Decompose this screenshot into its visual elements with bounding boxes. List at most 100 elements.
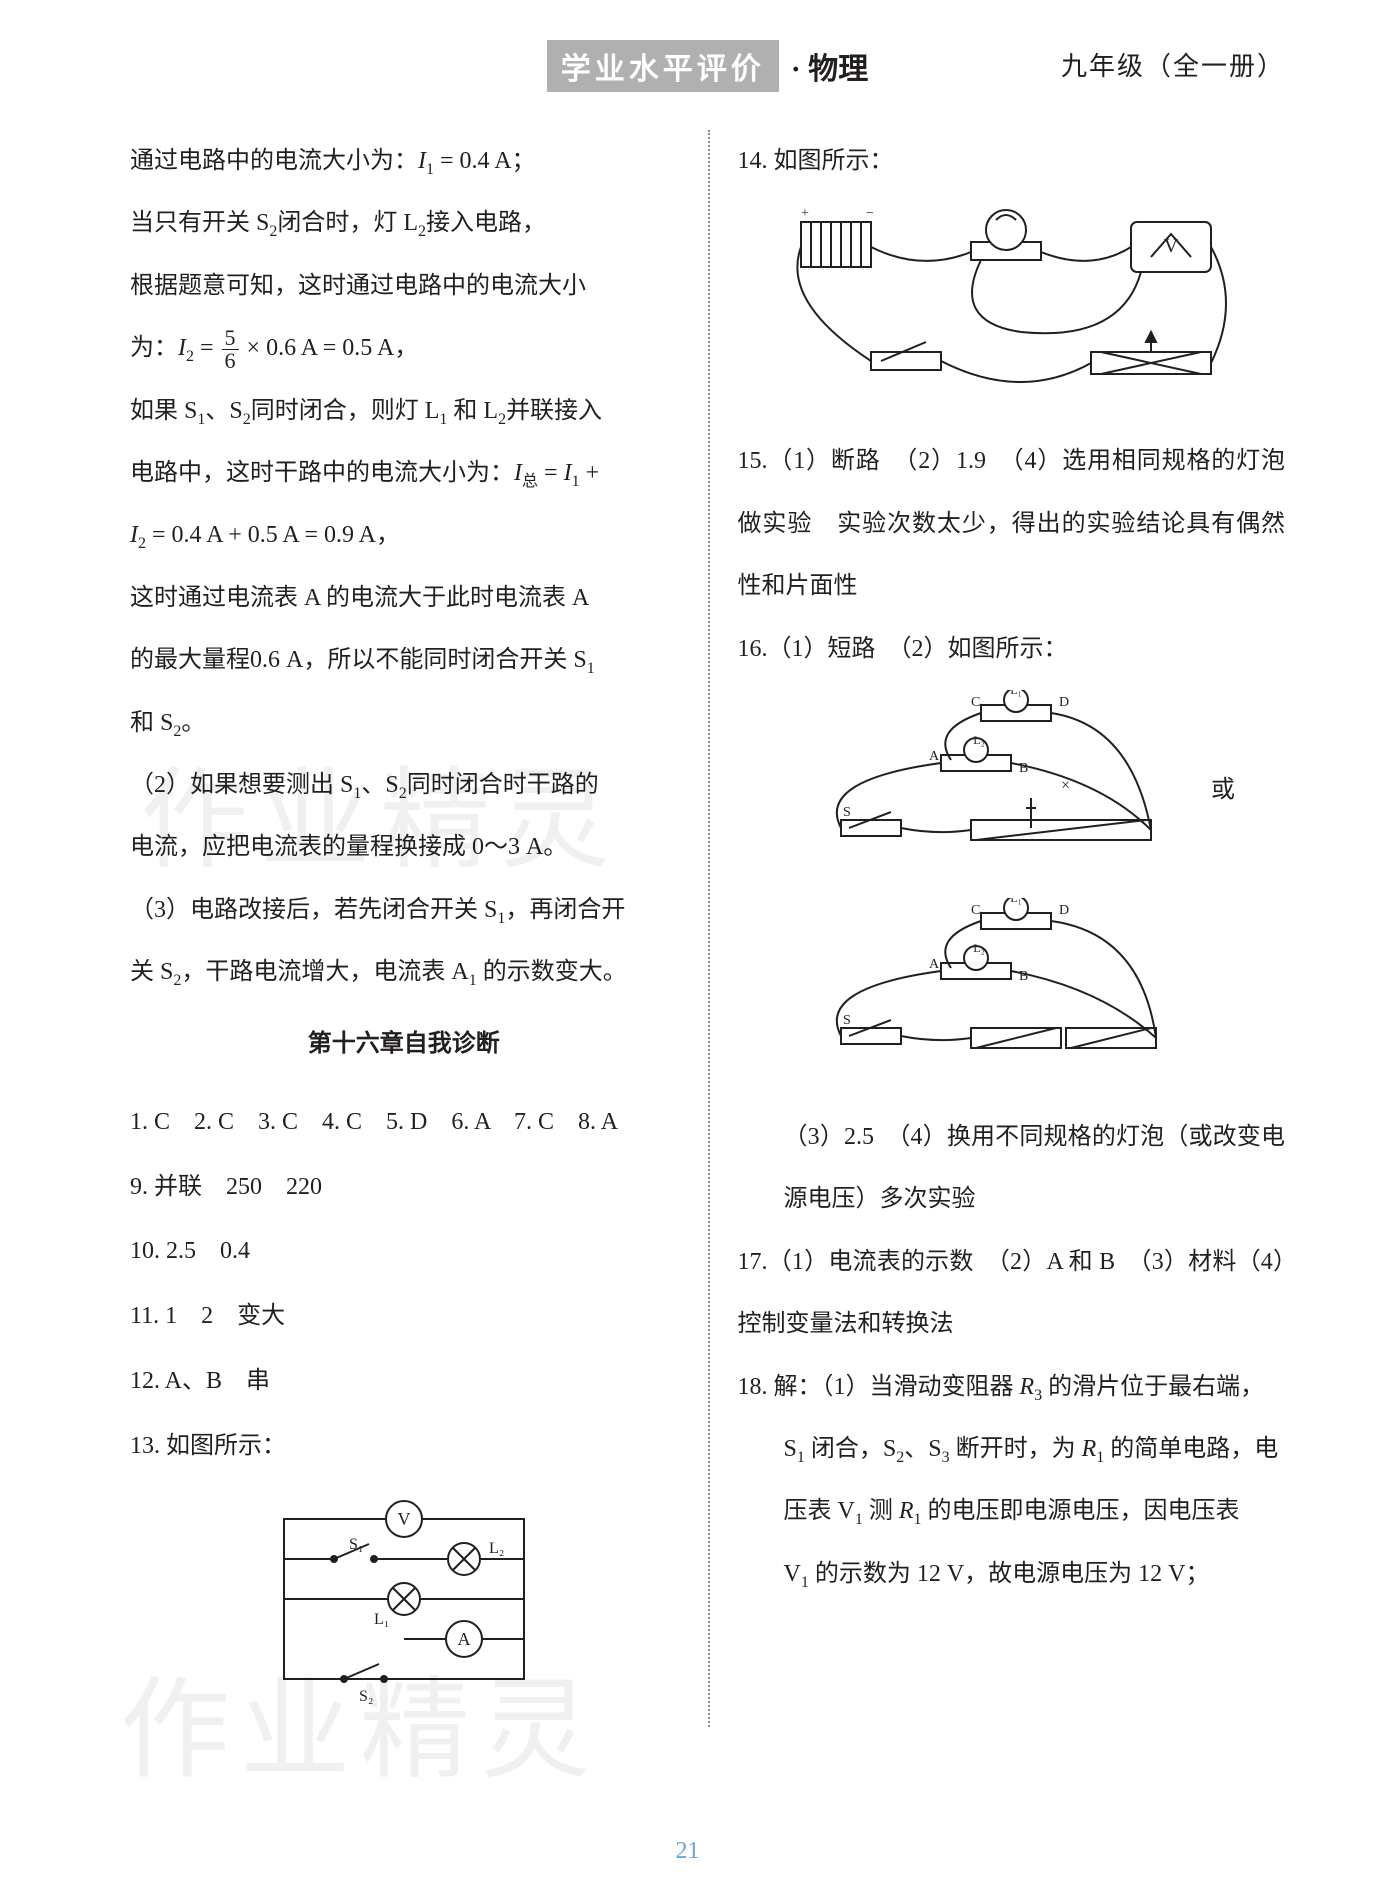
- svg-text:C: C: [971, 695, 980, 710]
- text-line: 通过电路中的电流大小为：I1 = 0.4 A；: [130, 130, 678, 192]
- t: 关 S: [130, 959, 173, 985]
- answer-row: 15.（1）断路 （2）1.9 （4）选用相同规格的灯泡做实验 实验次数太少，得…: [738, 430, 1286, 617]
- text-line: 如果 S1、S2同时闭合，则灯 L1 和 L2并联接入: [130, 380, 678, 442]
- svg-text:A: A: [929, 957, 940, 972]
- text-line: 和 S2。: [130, 692, 678, 754]
- svg-text:L₂: L₂: [489, 1540, 504, 1557]
- text-line: I2 = 0.4 A + 0.5 A = 0.9 A，: [130, 504, 678, 566]
- svg-text:D: D: [1059, 695, 1069, 710]
- text-line: 当只有开关 S2闭合时，灯 L2接入电路，: [130, 192, 678, 254]
- t: 当只有开关 S: [130, 210, 269, 236]
- answer-row: S1 闭合，S2、S3 断开时，为 R1 的简单电路，电: [738, 1418, 1286, 1480]
- answer-row: 10. 2.5 0.4: [130, 1219, 678, 1284]
- svg-text:A: A: [457, 1629, 470, 1649]
- t: 闭合，S: [805, 1436, 896, 1462]
- column-divider: [708, 130, 710, 1727]
- answer-row: 1. C 2. C 3. C 4. C 5. D 6. A 7. C 8. A: [130, 1090, 678, 1155]
- or-label: 或: [738, 778, 1286, 802]
- answer-row: 9. 并联 250 220: [130, 1155, 678, 1220]
- answer-row: 11. 1 2 变大: [130, 1284, 678, 1349]
- t: = 0.4 A + 0.5 A = 0.9 A，: [146, 522, 400, 548]
- svg-text:S₂: S₂: [359, 1688, 373, 1705]
- header-badge: 学业水平评价: [547, 40, 779, 92]
- svg-text:S: S: [843, 805, 851, 820]
- left-column: 通过电路中的电流大小为：I1 = 0.4 A； 当只有开关 S2闭合时，灯 L2…: [130, 130, 708, 1727]
- t: 的简单电路，电: [1104, 1436, 1278, 1462]
- header-grade: 九年级（全一册）: [1061, 46, 1285, 83]
- t: （3）电路改接后，若先闭合开关 S: [130, 897, 497, 923]
- t: V: [784, 1561, 801, 1587]
- right-column: 14. 如图所示： + − V: [708, 130, 1286, 1727]
- t: 的最大量程0.6 A，所以不能同时闭合开关 S: [130, 647, 587, 673]
- answer-row: 16.（1）短路 （2）如图所示：: [738, 618, 1286, 680]
- answer-row: 压表 V1 测 R1 的电压即电源电压，因电压表: [738, 1480, 1286, 1542]
- answer-row: （3）2.5 （4）换用不同规格的灯泡（或改变电源电压）多次实验: [738, 1106, 1286, 1231]
- svg-text:D: D: [1059, 903, 1069, 918]
- t: （2）如果想要测出 S: [130, 772, 353, 798]
- svg-text:L₁: L₁: [374, 1611, 389, 1628]
- answers-block: 1. C 2. C 3. C 4. C 5. D 6. A 7. C 8. A …: [130, 1090, 678, 1479]
- t: ，再闭合开: [505, 897, 625, 923]
- text-line: 关 S2，干路电流增大，电流表 A1 的示数变大。: [130, 941, 678, 1003]
- t: 、S: [205, 398, 242, 424]
- svg-text:V: V: [397, 1509, 410, 1529]
- circuit-16b-figure: C D L₁ A B L₂ S: [738, 898, 1286, 1088]
- t: 、S: [361, 772, 398, 798]
- t: 同时闭合时干路的: [407, 772, 599, 798]
- page-number: 21: [676, 1838, 700, 1865]
- circuit-14-figure: + − V: [738, 202, 1286, 412]
- t: ，干路电流增大，电流表 A: [181, 959, 468, 985]
- frac-num: 5: [222, 327, 239, 350]
- svg-text:S: S: [843, 1013, 851, 1028]
- circuit-13-figure: V S₁ L₂: [130, 1489, 678, 1709]
- t: 测: [863, 1498, 899, 1524]
- t: 压表 V: [784, 1498, 855, 1524]
- text-line: 电流，应把电流表的量程换接成 0～3 A。: [130, 816, 678, 878]
- t: = 0.4 A；: [434, 148, 536, 174]
- page-header: 学业水平评价 · 物理 九年级（全一册）: [130, 40, 1285, 90]
- text-line: （2）如果想要测出 S1、S2同时闭合时干路的: [130, 754, 678, 816]
- frac-den: 6: [222, 350, 239, 372]
- answer-row: 14. 如图所示：: [738, 130, 1286, 192]
- svg-text:+: +: [801, 206, 809, 221]
- text-line: 为：I2 = 56 × 0.6 A = 0.5 A，: [130, 317, 678, 379]
- svg-text:L₂: L₂: [973, 941, 985, 955]
- svg-text:S₁: S₁: [349, 1536, 363, 1553]
- answer-row: 17.（1）电流表的示数 （2）A 和 B （3）材料（4）控制变量法和转换法: [738, 1231, 1286, 1356]
- t: 电路中，这时干路中的电流大小为：: [130, 460, 514, 486]
- t: S: [784, 1436, 797, 1462]
- t: +: [580, 460, 600, 486]
- answer-row: 12. A、B 串: [130, 1349, 678, 1414]
- t: 并联接入: [506, 398, 602, 424]
- t: 、S: [904, 1436, 941, 1462]
- t: 同时闭合，则灯 L: [251, 398, 440, 424]
- svg-text:L₁: L₁: [1010, 690, 1022, 697]
- t: 的电压即电源电压，因电压表: [922, 1498, 1240, 1524]
- header-subject: · 物理: [791, 53, 869, 86]
- answer-row: V1 的示数为 12 V，故电源电压为 12 V；: [738, 1543, 1286, 1605]
- svg-text:−: −: [866, 206, 874, 221]
- svg-text:C: C: [971, 903, 980, 918]
- t: 18. 解：（1）当滑动变阻器: [738, 1374, 1020, 1400]
- t: × 0.6 A = 0.5 A，: [241, 335, 419, 361]
- text-line: （3）电路改接后，若先闭合开关 S1，再闭合开: [130, 879, 678, 941]
- t: 通过电路中的电流大小为：: [130, 148, 418, 174]
- t: 。: [181, 710, 205, 736]
- t: 断开时，为: [950, 1436, 1082, 1462]
- t: 的滑片位于最右端，: [1042, 1374, 1264, 1400]
- t: 的示数为 12 V，故电源电压为 12 V；: [809, 1561, 1210, 1587]
- svg-text:A: A: [929, 749, 940, 764]
- svg-text:L₁: L₁: [1010, 898, 1022, 905]
- t: 接入电路，: [426, 210, 546, 236]
- t: 的示数变大。: [477, 959, 627, 985]
- t: 为：: [130, 335, 178, 361]
- t: 闭合时，灯 L: [277, 210, 418, 236]
- t: 和 S: [130, 710, 173, 736]
- section-title: 第十六章自我诊断: [130, 1013, 678, 1075]
- content-columns: 通过电路中的电流大小为：I1 = 0.4 A； 当只有开关 S2闭合时，灯 L2…: [130, 130, 1285, 1727]
- answer-row: 18. 解：（1）当滑动变阻器 R3 的滑片位于最右端，: [738, 1356, 1286, 1418]
- answer-row: 13. 如图所示：: [130, 1414, 678, 1479]
- t: 如果 S: [130, 398, 197, 424]
- t: 和 L: [447, 398, 498, 424]
- text-line: 根据题意可知，这时通过电路中的电流大小: [130, 255, 678, 317]
